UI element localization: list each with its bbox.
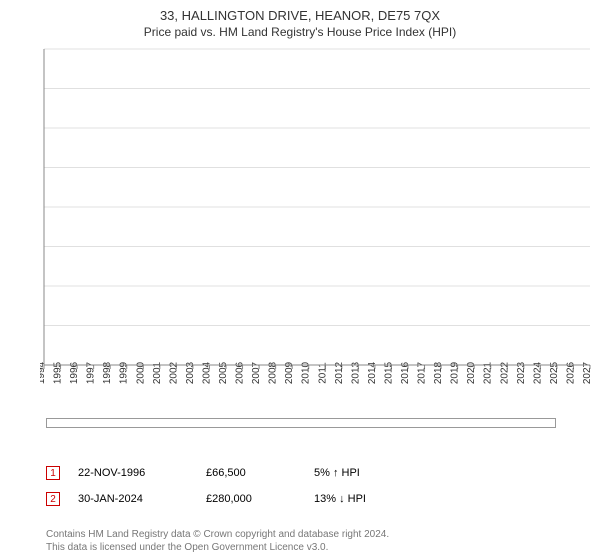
sale-delta-1: 5% ↑ HPI bbox=[314, 467, 360, 479]
sale-delta-2: 13% ↓ HPI bbox=[314, 493, 366, 505]
chart-area: £0£50K£100K£150K£200K£250K£300K£350K£400… bbox=[40, 45, 600, 405]
sale-price-1: £66,500 bbox=[206, 467, 296, 479]
legend bbox=[46, 418, 556, 428]
footnote-line1: Contains HM Land Registry data © Crown c… bbox=[46, 528, 556, 541]
sale-marker-1-icon: 1 bbox=[46, 466, 60, 480]
footnote: Contains HM Land Registry data © Crown c… bbox=[46, 528, 556, 554]
footnote-line2: This data is licensed under the Open Gov… bbox=[46, 541, 556, 554]
sale-row-2: 2 30-JAN-2024 £280,000 13% ↓ HPI bbox=[46, 492, 556, 506]
sale-marker-2-icon: 2 bbox=[46, 492, 60, 506]
sale-row-1: 1 22-NOV-1996 £66,500 5% ↑ HPI bbox=[46, 466, 556, 480]
sale-date-2: 30-JAN-2024 bbox=[78, 493, 188, 505]
chart-svg: £0£50K£100K£150K£200K£250K£300K£350K£400… bbox=[40, 45, 600, 405]
chart-subtitle: Price paid vs. HM Land Registry's House … bbox=[0, 23, 600, 45]
chart-title: 33, HALLINGTON DRIVE, HEANOR, DE75 7QX bbox=[0, 0, 600, 23]
sale-date-1: 22-NOV-1996 bbox=[78, 467, 188, 479]
sale-price-2: £280,000 bbox=[206, 493, 296, 505]
